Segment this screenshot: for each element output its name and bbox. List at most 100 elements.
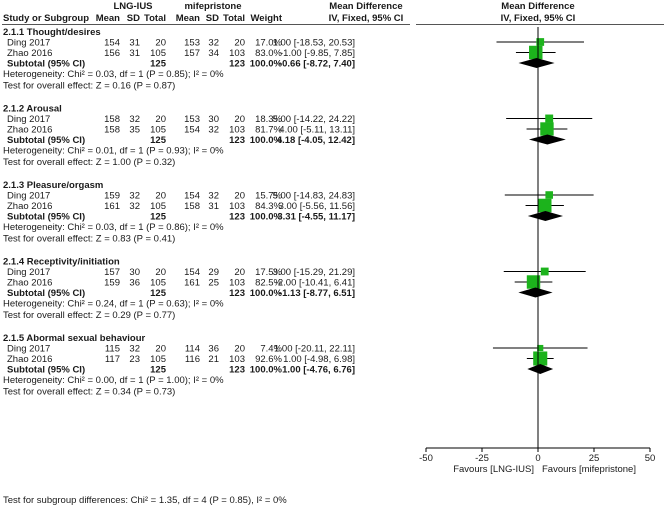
x-tick-label: 50: [645, 453, 656, 464]
sd1-header: SD: [127, 13, 140, 24]
total2-value: 20: [234, 267, 245, 278]
mean2-value: 154: [184, 125, 200, 136]
subtotal-total2: 123: [229, 135, 245, 146]
subtotal-diamond: [527, 364, 554, 374]
subtotal-label: Subtotal (95% CI): [7, 59, 85, 70]
mean2-value: 116: [185, 354, 200, 365]
subtotal-ci: -0.66 [-8.72, 7.40]: [279, 59, 355, 70]
effect-square: [526, 275, 541, 289]
weight-value: 83.0%: [255, 48, 282, 59]
subtotal-row: Subtotal (95% CI) 125 123 100.0%-0.66 [-8.7…: [7, 59, 355, 70]
mean1-value: 161: [104, 201, 120, 212]
study-name: Ding 2017: [7, 344, 50, 355]
sd2-value: 32: [208, 38, 219, 49]
subtotal-total1: 125: [150, 212, 167, 223]
mean1-value: 117: [105, 354, 120, 365]
subtotal-ci: 3.31 [-4.55, 11.17]: [277, 212, 355, 223]
table-row: Zhao 2016 159 36 105 161 25 103 82.5%-2.00 [-10…: [7, 278, 355, 289]
favours-right-label: Favours [mifepristone]: [542, 464, 636, 475]
mean2-value: 157: [184, 48, 200, 59]
total2-value: 20: [234, 38, 245, 49]
md-title: Mean Difference: [329, 1, 402, 12]
subgroup-differences-test: Test for subgroup differences: Chi² = 1.…: [3, 495, 287, 506]
weight-value: 82.5%: [255, 278, 282, 289]
weight-value: 17.5%: [255, 267, 282, 278]
table-row: Zhao 2016 158 35 105 154 32 103 81.7%4.00 [-5.1…: [7, 125, 355, 136]
sd1-value: 23: [129, 354, 140, 365]
total1-value: 20: [155, 191, 166, 202]
favours-left-label: Favours [LNG-IUS]: [453, 464, 534, 475]
effect-square: [537, 344, 544, 352]
ci-value: 5.00 [-14.83, 24.83]: [273, 191, 355, 202]
ci-value: -1.00 [-9.85, 7.85]: [280, 48, 355, 59]
total1-value: 105: [150, 354, 166, 365]
total1-value: 20: [155, 344, 166, 355]
sd2-value: 32: [208, 125, 219, 136]
weight-value: 81.7%: [255, 125, 282, 136]
weight-value: 17.0%: [255, 38, 282, 49]
subtotal-total1: 125: [150, 288, 167, 299]
subtotal-row: Subtotal (95% CI) 125 123 100.0%3.31 [-4.55…: [7, 212, 355, 223]
heterogeneity-text: Heterogeneity: Chi² = 0.03, df = 1 (P = …: [3, 222, 224, 233]
mean1-value: 158: [104, 125, 120, 136]
subtotal-row: Subtotal (95% CI) 125 123 100.0% 1.00 [-4.76…: [7, 365, 355, 376]
mean2-value: 154: [184, 267, 200, 278]
subtotal-ci: 4.18 [-4.05, 12.42]: [277, 135, 355, 146]
subtotal-weight: 100.0%: [250, 288, 283, 299]
sd2-value: 36: [208, 344, 219, 355]
mean2-value: 114: [185, 344, 200, 355]
x-tick-label: -25: [475, 453, 489, 464]
ci-value: 3.00 [-15.29, 21.29]: [273, 267, 355, 278]
effect-square: [536, 38, 545, 46]
sd2-value: 25: [208, 278, 219, 289]
subtotal-label: Subtotal (95% CI): [7, 212, 85, 223]
subtotal-weight: 100.0%: [250, 365, 283, 376]
x-tick-label: 25: [589, 453, 600, 464]
x-axis: -50 -25 0 25 50 Favours [LNG-IUS] Favours [mif…: [419, 447, 656, 475]
table-header: LNG-IUS mifepristone Mean Difference Mea…: [2, 1, 664, 25]
study-name: Zhao 2016: [7, 354, 52, 365]
mean2-value: 153: [184, 114, 200, 125]
sd1-value: 35: [129, 125, 140, 136]
effect-square: [540, 267, 549, 276]
ci-value: 3.00 [-5.56, 11.56]: [279, 201, 355, 212]
overall-effect-text: Test for overall effect: Z = 1.00 (P = 0…: [3, 157, 175, 168]
sd1-value: 30: [129, 267, 140, 278]
mean1-value: 158: [104, 114, 120, 125]
total2-value: 103: [229, 278, 245, 289]
effect-square: [537, 198, 552, 213]
table-row: Zhao 2016 117 23 105 116 21 103 92.6% 1.00 [-4.9…: [7, 354, 355, 365]
sd2-header: SD: [206, 13, 219, 24]
subtotal-total1: 125: [150, 59, 167, 70]
subtotal-diamond: [518, 58, 555, 68]
table-row: Ding 2017 115 32 20 114 36 20 7.4%1.00 [-20.11,…: [7, 344, 355, 355]
total2-header: Total: [223, 13, 245, 24]
subtotal-total1: 125: [150, 365, 167, 376]
mean1-value: 115: [105, 344, 120, 355]
sd1-value: 32: [129, 114, 140, 125]
table-row: Zhao 2016 161 32 105 158 31 103 84.3%3.00 [-5.5…: [7, 201, 355, 212]
total1-value: 105: [150, 278, 166, 289]
effect-square: [545, 114, 554, 123]
table-row: Ding 2017 154 31 20 153 32 20 17.0%1.00 [-18.53…: [7, 38, 355, 49]
effect-square: [529, 45, 543, 60]
total2-value: 103: [229, 48, 245, 59]
total2-value: 20: [234, 344, 245, 355]
heterogeneity-text: Heterogeneity: Chi² = 0.00, df = 1 (P = …: [3, 375, 224, 386]
subtotal-weight: 100.0%: [250, 135, 283, 146]
weight-value: 84.3%: [255, 201, 282, 212]
sd1-value: 32: [129, 201, 140, 212]
subtotal-total1: 125: [150, 135, 167, 146]
weight-header: Weight: [251, 13, 283, 24]
weight-value: 15.7%: [255, 191, 282, 202]
ci-value: 4.00 [-5.11, 13.11]: [279, 125, 355, 136]
mean1-value: 159: [104, 191, 120, 202]
subtotal-diamond: [527, 211, 564, 221]
plot-title: Mean Difference: [501, 1, 574, 12]
subtotal-label: Subtotal (95% CI): [7, 135, 85, 146]
md-method-header: IV, Fixed, 95% CI: [329, 13, 404, 24]
subtotal-total2: 123: [229, 59, 245, 70]
total1-value: 105: [150, 125, 166, 136]
study-column-header: Study or Subgroup: [3, 13, 89, 24]
